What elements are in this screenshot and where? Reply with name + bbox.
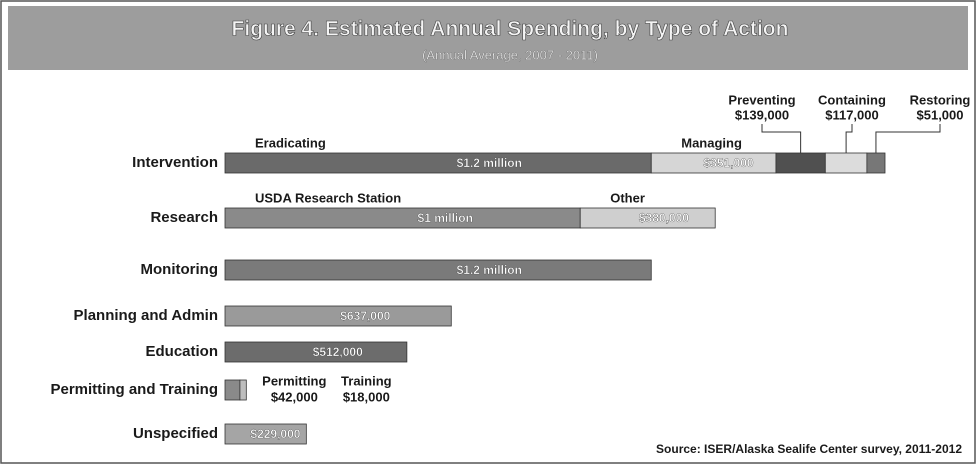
value-label: $229,000 (250, 427, 300, 441)
category-label: Permitting and Training (50, 381, 218, 398)
value-label: $18,000 (343, 389, 390, 404)
value-label: $139,000 (735, 107, 789, 122)
chart-title: Figure 4. Estimated Annual Spending, by … (232, 18, 789, 41)
category-label: Unspecified (133, 425, 218, 442)
bar-segment (224, 259, 652, 281)
bar-segment (224, 207, 581, 229)
bar-segment (775, 152, 826, 174)
segment-name: Permitting (262, 373, 326, 388)
bar-segment (224, 305, 452, 327)
category-label: Planning and Admin (74, 307, 218, 324)
value-label: $42,000 (271, 389, 318, 404)
leader-line (761, 124, 802, 153)
bar-segment (224, 379, 241, 401)
segment-name: Containing (818, 92, 886, 107)
bar-segment (866, 152, 886, 174)
category-label: Research (150, 209, 218, 226)
header-band (8, 6, 968, 70)
value-label: $351,000 (704, 156, 754, 170)
leader-line (845, 124, 853, 153)
bar-segment (824, 152, 868, 174)
segment-name: Preventing (728, 92, 795, 107)
value-label: $1 million (418, 211, 473, 225)
bar-segment (224, 341, 408, 363)
bar-segment (239, 379, 247, 401)
value-label: $1.2 million (457, 156, 522, 170)
segment-name: Managing (681, 135, 742, 150)
value-label: $51,000 (917, 107, 964, 122)
category-label: Intervention (132, 154, 218, 171)
value-label: $637,000 (340, 309, 390, 323)
segment-name: USDA Research Station (255, 190, 401, 205)
value-label: $117,000 (825, 107, 879, 122)
value-label: $380,000 (639, 211, 689, 225)
category-label: Monitoring (141, 261, 218, 278)
bar-segment (224, 423, 307, 445)
category-label: Education (145, 343, 218, 360)
leader-line (875, 124, 941, 153)
segment-name: Other (610, 190, 645, 205)
source-note: Source: ISER/Alaska Sealife Center surve… (656, 442, 962, 456)
bar-segment (224, 152, 652, 174)
chart-subtitle: (Annual Average, 2007 - 2011) (422, 47, 598, 62)
segment-name: Restoring (910, 92, 971, 107)
value-label: $1.2 million (457, 263, 522, 277)
segment-name: Training (341, 373, 392, 388)
value-label: $512,000 (313, 345, 363, 359)
bar-segment (579, 207, 716, 229)
segment-name: Eradicating (255, 135, 326, 150)
